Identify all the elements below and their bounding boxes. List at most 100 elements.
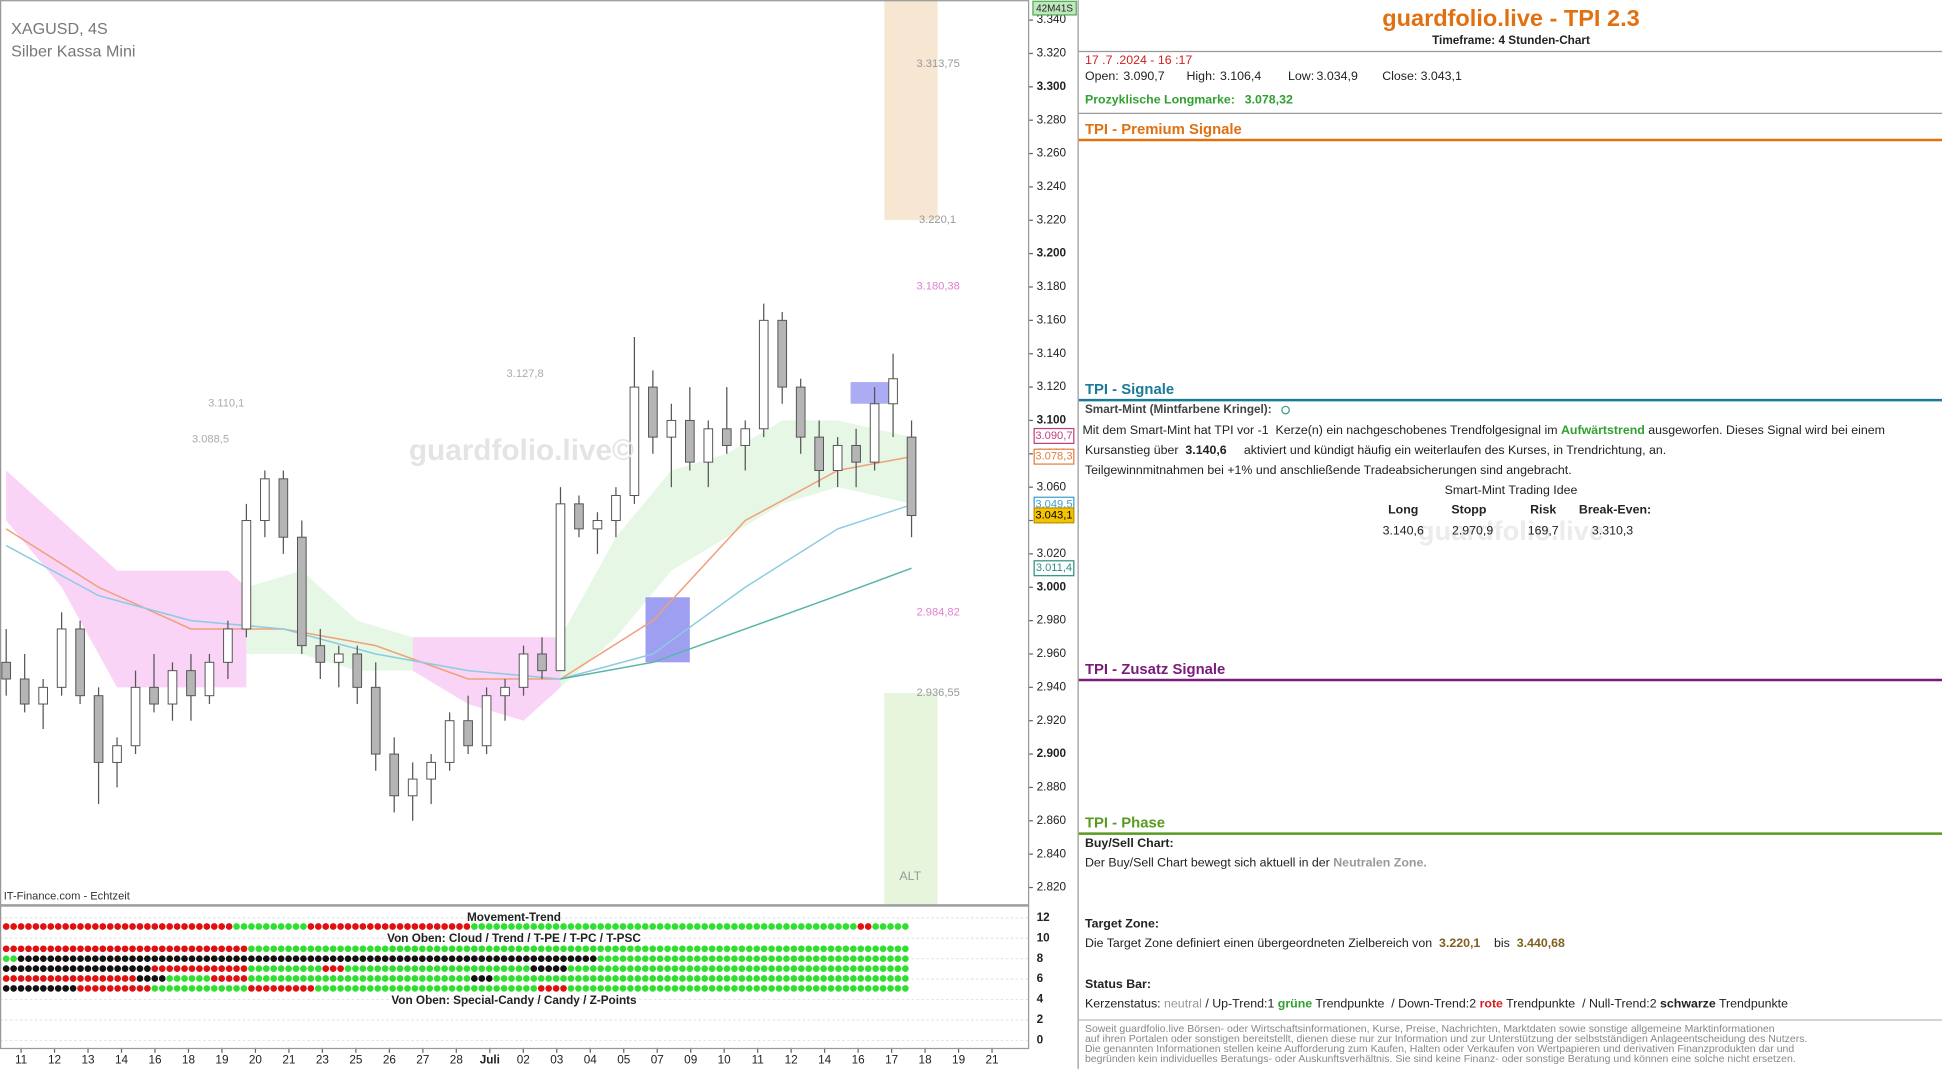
trend-dot [292,945,300,953]
trend-dot [277,965,285,972]
trend-dot [768,955,775,963]
trend-dot [708,945,716,953]
trend-dot [738,985,746,992]
trend-dot [812,975,820,982]
trend-dot [10,923,17,930]
trend-dot [545,985,553,992]
trend-dot [731,975,738,982]
trend-dot [872,923,879,930]
trend-dot [656,975,664,982]
trend-dot [411,965,419,972]
target-value: 3.220,1 [1439,936,1480,950]
trend-dot [144,965,151,972]
trend-dot [812,923,820,930]
x-tick-label: 21 [282,1053,295,1066]
trend-dot [307,945,315,953]
trend-dot [604,965,612,972]
trend-dot [463,975,471,982]
moving-average [560,567,912,680]
trend-dot [17,955,25,963]
y-tick-label: 3.260 [1037,147,1067,160]
x-tick-label: 26 [383,1053,397,1066]
trend-dot [337,955,344,963]
trend-dot [54,955,62,963]
section-title: TPI - Signale [1085,382,1174,398]
trend-dot [820,965,827,972]
trend-dot [589,975,597,982]
trend-dot [129,985,136,992]
trend-dot [411,975,419,982]
trend-dot [106,975,114,982]
text: bis [1480,936,1516,950]
trend-dot [158,965,166,972]
trend-dot [344,985,352,992]
trend-dot [381,923,389,930]
trend-dot [864,985,872,992]
trend-dot [240,955,248,963]
trend-dot [121,975,129,982]
trend-dot [768,945,775,953]
trend-dot [887,985,894,992]
trend-dot [894,945,902,953]
trend-dot [619,975,627,982]
trend-dot [471,975,478,982]
trend-dot [54,985,62,992]
trend-dot [864,945,872,953]
price-label-box [1033,507,1075,524]
trend-dot [827,955,835,963]
trend-dot [849,965,857,972]
info-panel: guardfolio.live - TPI 2.3 Timeframe: 4 S… [1078,5,1942,1065]
trend-dot [552,985,560,992]
trend-dot [575,945,582,953]
trend-dot [248,975,255,982]
text: aktiviert und kündigt häufig ein weiterl… [1227,443,1667,457]
candle-body [407,778,418,797]
trend-dot [181,923,188,930]
trend-dot [693,923,701,930]
trend-dot [753,985,761,992]
trend-dot [411,923,419,930]
trend-dot [701,955,709,963]
trend-dot [218,945,226,953]
trend-dot [114,975,122,982]
text: Trendpunkte [1716,997,1788,1011]
trend-dot [270,965,278,972]
trend-dot [240,975,248,982]
trend-dot [701,965,709,972]
subheading: Target Zone: [1085,916,1159,930]
trend-dot [820,985,827,992]
candle-body [56,628,67,688]
trend-dot [441,975,448,982]
trend-dot [552,965,560,972]
candle-body [149,686,159,705]
chart: ALT 3.340 3.320 3.300 3.280 3.260 3.240 3.220 3.… [0,0,1075,1066]
trend-dot [40,975,47,982]
trend-dot [352,965,359,972]
trend-dot [166,945,174,953]
trend-dot [404,923,411,930]
candle-body [426,761,436,780]
trend-dot [887,955,894,963]
trend-dot [500,945,508,953]
trend-dot [805,965,813,972]
trend-dot [797,975,805,982]
trend-dot [790,975,798,982]
trend-dot [753,965,761,972]
trend-dot [485,965,493,972]
trend-dot [106,923,114,930]
trend-dot [10,965,17,972]
trend-dot [664,955,671,963]
trend-dot [790,955,798,963]
trend-dot [158,985,166,992]
trend-dot [151,965,159,972]
trend-dot [641,985,649,992]
candle-body [481,695,492,747]
trend-dot [515,975,523,982]
trend-dot [225,955,233,963]
trend-dot [218,955,226,963]
trend-dot [760,923,768,930]
trend-dot [872,975,879,982]
trend-dot [760,945,768,953]
trend-dot [478,985,486,992]
trend-dot [121,965,129,972]
